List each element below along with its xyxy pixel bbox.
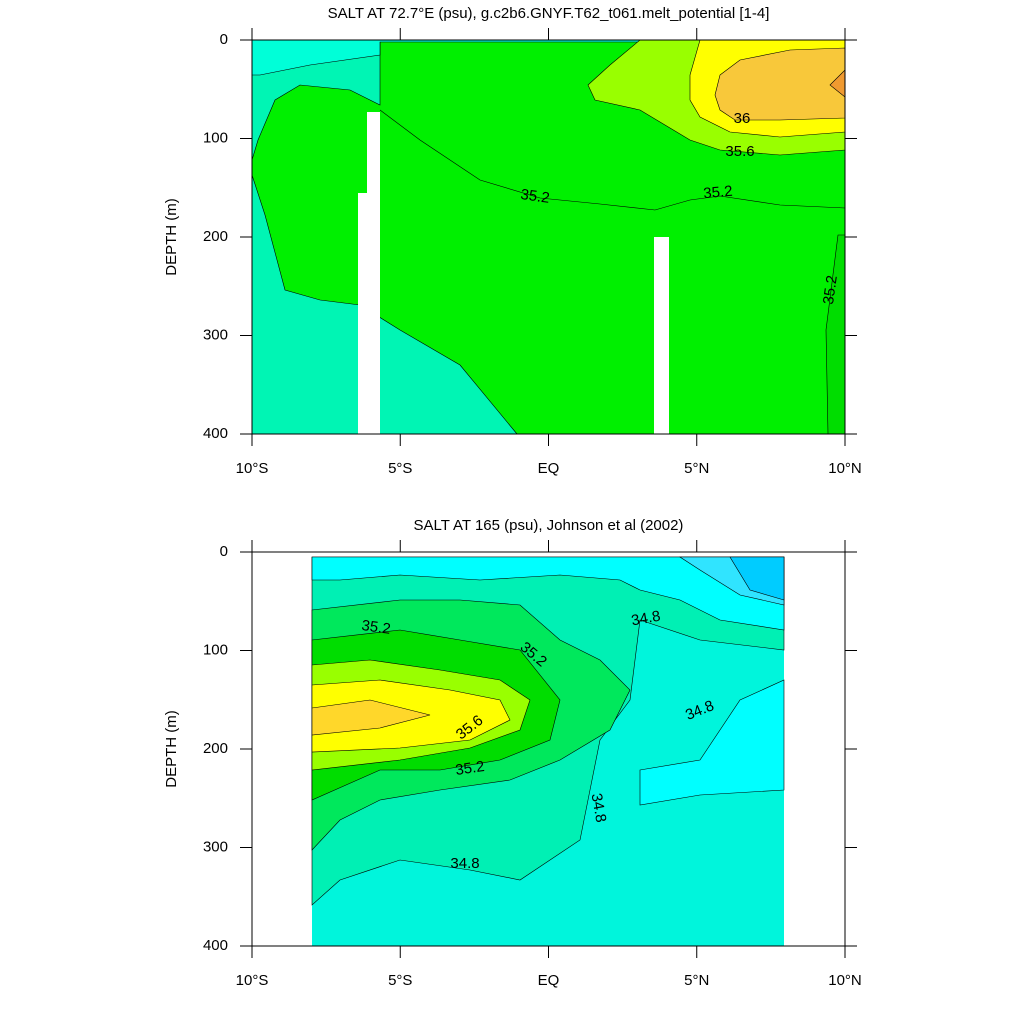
y-axis-label: DEPTH (m) bbox=[163, 710, 180, 788]
contour-label: 34.8 bbox=[630, 608, 662, 630]
y-tick-label: 400 bbox=[203, 425, 228, 442]
chart-title: SALT AT 72.7°E (psu), g.c2b6.GNYF.T62_t0… bbox=[328, 5, 770, 22]
y-tick-label: 200 bbox=[203, 228, 228, 245]
contour-label: 35.2 bbox=[820, 274, 841, 305]
x-tick-label: 10°S bbox=[236, 460, 269, 477]
contour-label: 36 bbox=[734, 110, 751, 127]
contour-fill bbox=[714, 47, 846, 121]
x-tick-label: EQ bbox=[538, 972, 560, 989]
y-tick-label: 400 bbox=[203, 937, 228, 954]
contour-fill bbox=[639, 679, 785, 806]
x-tick-label: EQ bbox=[538, 460, 560, 477]
missing-data bbox=[367, 112, 380, 434]
y-axis-label: DEPTH (m) bbox=[163, 198, 180, 276]
chart-title: SALT AT 165 (psu), Johnson et al (2002) bbox=[414, 517, 684, 534]
contour-fill bbox=[311, 699, 431, 736]
contour-label: 35.2 bbox=[454, 758, 485, 779]
y-tick-label: 100 bbox=[203, 129, 228, 146]
x-tick-label: 5°S bbox=[388, 460, 412, 477]
missing-data bbox=[654, 237, 669, 434]
contour-line bbox=[379, 109, 846, 211]
x-tick-label: 5°N bbox=[684, 972, 709, 989]
y-tick-label: 100 bbox=[203, 641, 228, 658]
y-tick-label: 300 bbox=[203, 838, 228, 855]
contour-label: 34.8 bbox=[450, 855, 479, 872]
y-tick-label: 0 bbox=[220, 543, 228, 560]
contour-field bbox=[311, 556, 785, 946]
contour-label: 35.2 bbox=[703, 183, 734, 202]
y-tick-label: 0 bbox=[220, 31, 228, 48]
contour-label: 35.6 bbox=[725, 143, 754, 160]
y-tick-label: 200 bbox=[203, 740, 228, 757]
x-tick-label: 5°S bbox=[388, 972, 412, 989]
contour-fill bbox=[311, 556, 785, 631]
x-tick-label: 10°S bbox=[236, 972, 269, 989]
contour-label: 34.8 bbox=[588, 792, 610, 824]
contour-label: 35.2 bbox=[519, 186, 550, 207]
y-tick-label: 300 bbox=[203, 326, 228, 343]
contour-fill bbox=[729, 556, 785, 601]
x-tick-label: 10°N bbox=[828, 972, 862, 989]
contour-label: 35.2 bbox=[360, 617, 391, 638]
contour-field bbox=[251, 39, 846, 435]
x-tick-label: 5°N bbox=[684, 460, 709, 477]
x-tick-label: 10°N bbox=[828, 460, 862, 477]
